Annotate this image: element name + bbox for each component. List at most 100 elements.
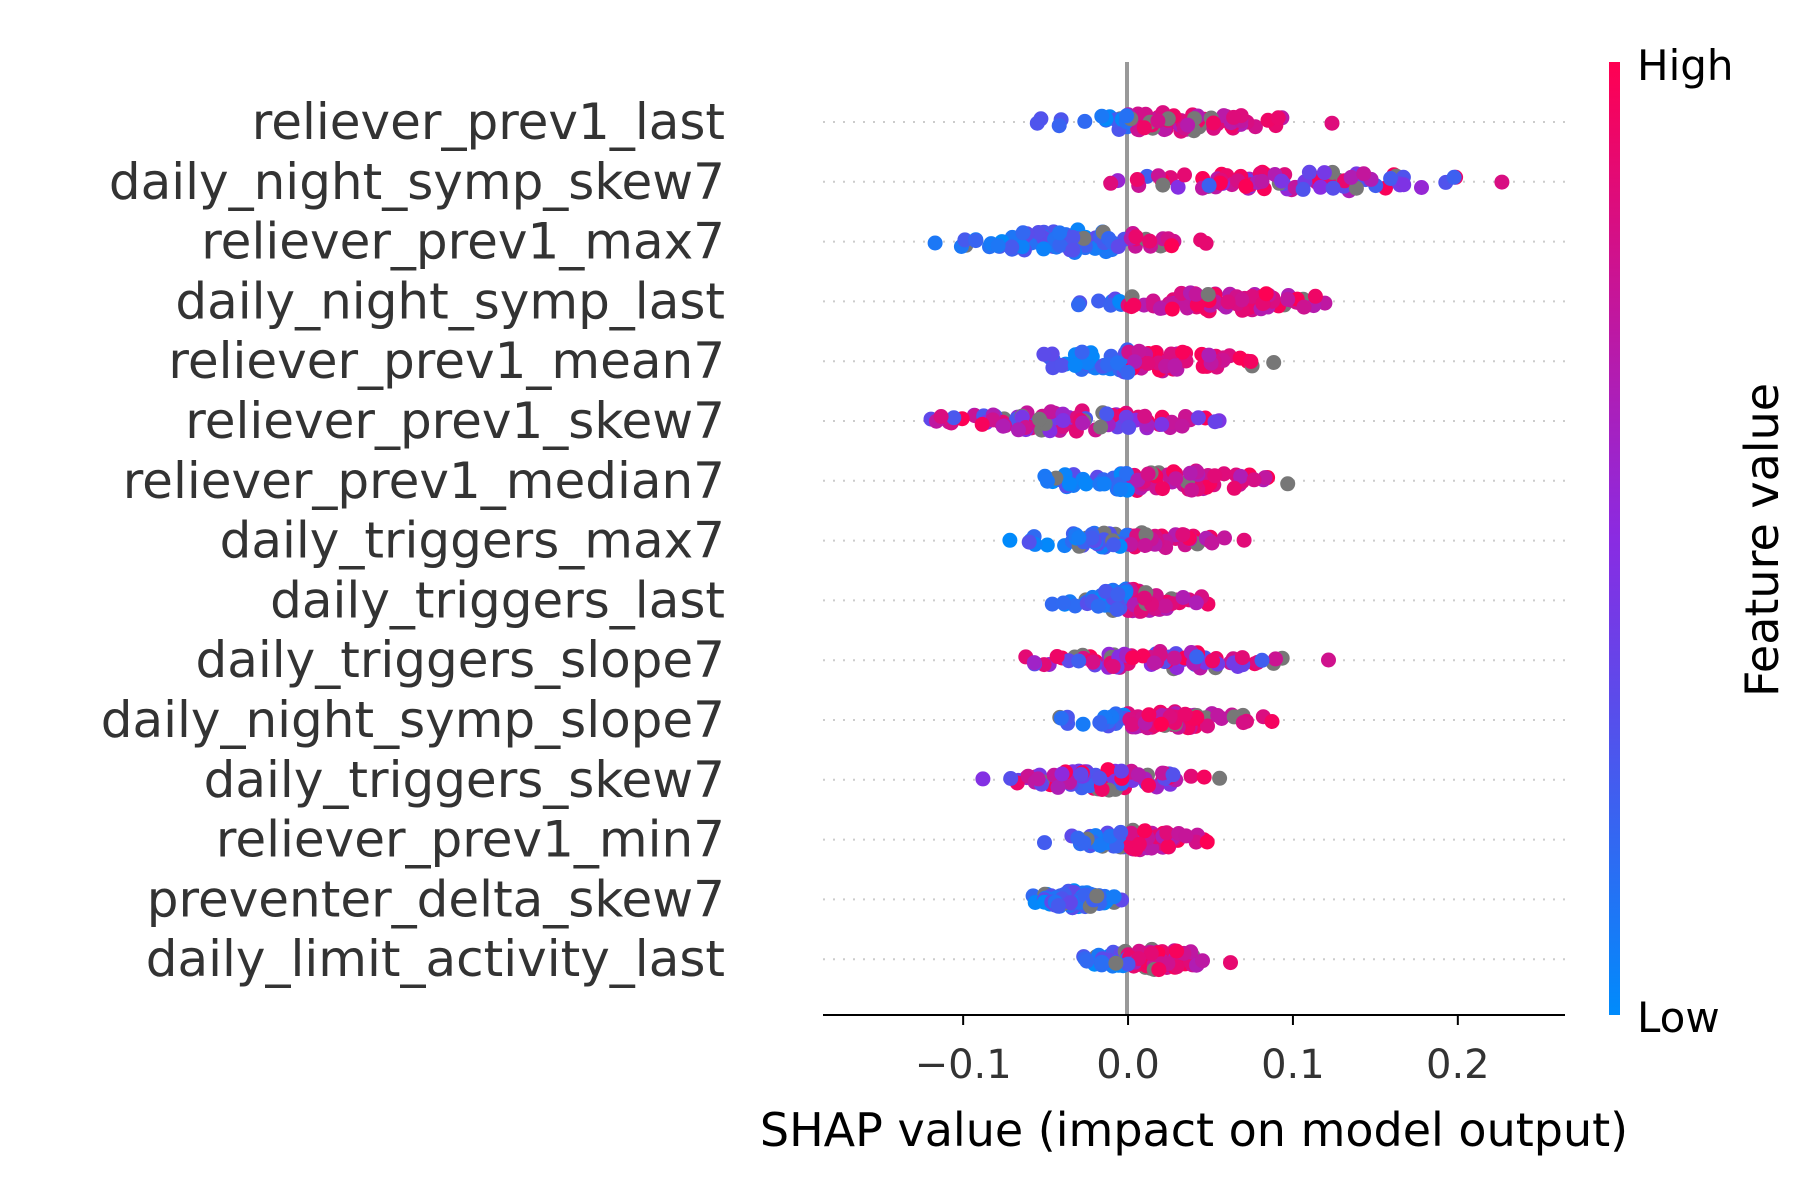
shap-point xyxy=(1142,233,1158,249)
shap-point xyxy=(1160,839,1176,855)
shap-point xyxy=(1268,651,1283,667)
colorbar-title: Feature value xyxy=(1735,383,1789,697)
shap-point xyxy=(1118,466,1134,481)
shap-point xyxy=(1207,468,1223,484)
feature-label: reliever_prev1_last xyxy=(252,93,725,151)
feature-label: daily_night_symp_skew7 xyxy=(109,153,725,211)
feature-label: daily_triggers_skew7 xyxy=(204,751,725,809)
shap-point xyxy=(1204,535,1220,551)
shap-point xyxy=(1188,286,1204,302)
shap-point xyxy=(1070,830,1086,846)
shap-point xyxy=(1129,172,1145,187)
x-tick-label: 0.1 xyxy=(1261,1042,1325,1088)
shap-point xyxy=(1106,889,1122,905)
shap-point xyxy=(1037,835,1052,851)
shap-point xyxy=(1175,527,1191,543)
shap-point xyxy=(1307,288,1323,304)
shap-point xyxy=(1137,408,1153,424)
feature-label: reliever_prev1_median7 xyxy=(123,452,725,510)
shap-point xyxy=(1089,888,1105,904)
shap-point xyxy=(1243,354,1259,369)
shap-point xyxy=(1189,649,1205,665)
shap-point xyxy=(1270,110,1286,126)
shap-point xyxy=(1396,177,1412,193)
feature-labels: reliever_prev1_lastdaily_night_symp_skew… xyxy=(101,93,725,988)
shap-point xyxy=(1356,166,1372,182)
shap-point xyxy=(1254,652,1270,668)
shap-point xyxy=(1383,171,1399,186)
shap-point xyxy=(1182,465,1198,481)
shap-point xyxy=(1003,771,1019,786)
shap-point xyxy=(1121,419,1137,435)
shap-point xyxy=(1067,598,1083,614)
shap-point xyxy=(1446,169,1462,185)
shap-point xyxy=(1166,650,1182,666)
shap-point xyxy=(1164,301,1180,317)
shap-point xyxy=(1092,837,1108,853)
shap-point xyxy=(1090,598,1106,614)
colorbar-high-label: High xyxy=(1637,41,1734,90)
shap-point xyxy=(1164,238,1180,254)
shap-point xyxy=(1004,239,1020,255)
shap-point xyxy=(1103,175,1119,191)
shap-point xyxy=(1096,476,1112,492)
shap-point xyxy=(1071,297,1086,313)
feature-label: daily_night_symp_last xyxy=(175,272,725,330)
shap-point xyxy=(1266,355,1282,370)
colorbar-low-label: Low xyxy=(1637,993,1720,1042)
shap-point xyxy=(1207,414,1223,430)
shap-point xyxy=(1050,898,1066,914)
shap-point xyxy=(927,235,943,251)
shap-point xyxy=(1062,895,1078,911)
shap-point xyxy=(1075,716,1091,732)
shap-point xyxy=(1036,241,1052,257)
shap-point xyxy=(1031,225,1046,240)
feature-label: reliever_prev1_mean7 xyxy=(168,332,725,390)
feature-label: daily_triggers_last xyxy=(270,571,725,629)
shap-point xyxy=(1124,717,1140,732)
shap-point xyxy=(946,410,962,426)
shap-point xyxy=(1110,355,1125,371)
shap-point xyxy=(1113,763,1129,779)
feature-label: daily_triggers_slope7 xyxy=(196,631,726,689)
shap-point xyxy=(1085,654,1101,670)
shap-point xyxy=(1054,766,1070,782)
shap-point xyxy=(1110,586,1126,602)
shap-point xyxy=(990,238,1006,254)
shap-point xyxy=(1074,344,1090,360)
shap-point xyxy=(1084,530,1100,546)
shap-point xyxy=(1092,770,1108,786)
shap-point xyxy=(1094,782,1110,797)
shap-point xyxy=(1226,480,1242,496)
shap-point xyxy=(1301,164,1317,180)
shap-point xyxy=(1234,292,1250,308)
shap-point xyxy=(1119,108,1135,124)
shap-point xyxy=(1494,174,1510,190)
shap-point xyxy=(1246,472,1262,488)
shap-point xyxy=(1106,537,1121,553)
shap-point xyxy=(1091,293,1107,309)
shap-point xyxy=(1125,650,1141,666)
shap-point xyxy=(1174,418,1190,434)
shap-point xyxy=(1153,716,1169,732)
shap-point xyxy=(1113,482,1128,498)
x-tick-label: 0.2 xyxy=(1426,1042,1490,1088)
shap-point xyxy=(1043,404,1059,420)
shap-point xyxy=(1198,235,1214,251)
shap-point xyxy=(1325,180,1341,196)
shap-point xyxy=(1152,300,1168,316)
shap-point xyxy=(1168,471,1184,487)
shap-point xyxy=(1178,828,1194,844)
shap-point xyxy=(1052,225,1068,241)
shap-point xyxy=(1032,411,1047,427)
shap-point xyxy=(1274,173,1289,189)
shap-point xyxy=(933,409,949,424)
shap-point xyxy=(1316,165,1332,181)
shap-point xyxy=(1130,767,1146,783)
shap-point xyxy=(1141,777,1156,793)
shap-point xyxy=(995,418,1011,434)
shap-point xyxy=(1167,358,1183,374)
shap-point xyxy=(1078,476,1094,492)
shap-point xyxy=(1143,945,1159,961)
